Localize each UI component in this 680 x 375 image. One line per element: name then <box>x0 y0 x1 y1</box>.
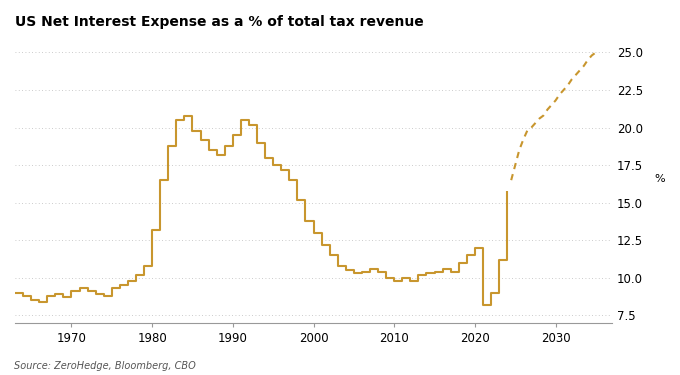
Text: Source: ZeroHedge, Bloomberg, CBO: Source: ZeroHedge, Bloomberg, CBO <box>14 361 195 371</box>
Y-axis label: %: % <box>654 174 665 184</box>
Text: US Net Interest Expense as a % of total tax revenue: US Net Interest Expense as a % of total … <box>15 15 424 29</box>
